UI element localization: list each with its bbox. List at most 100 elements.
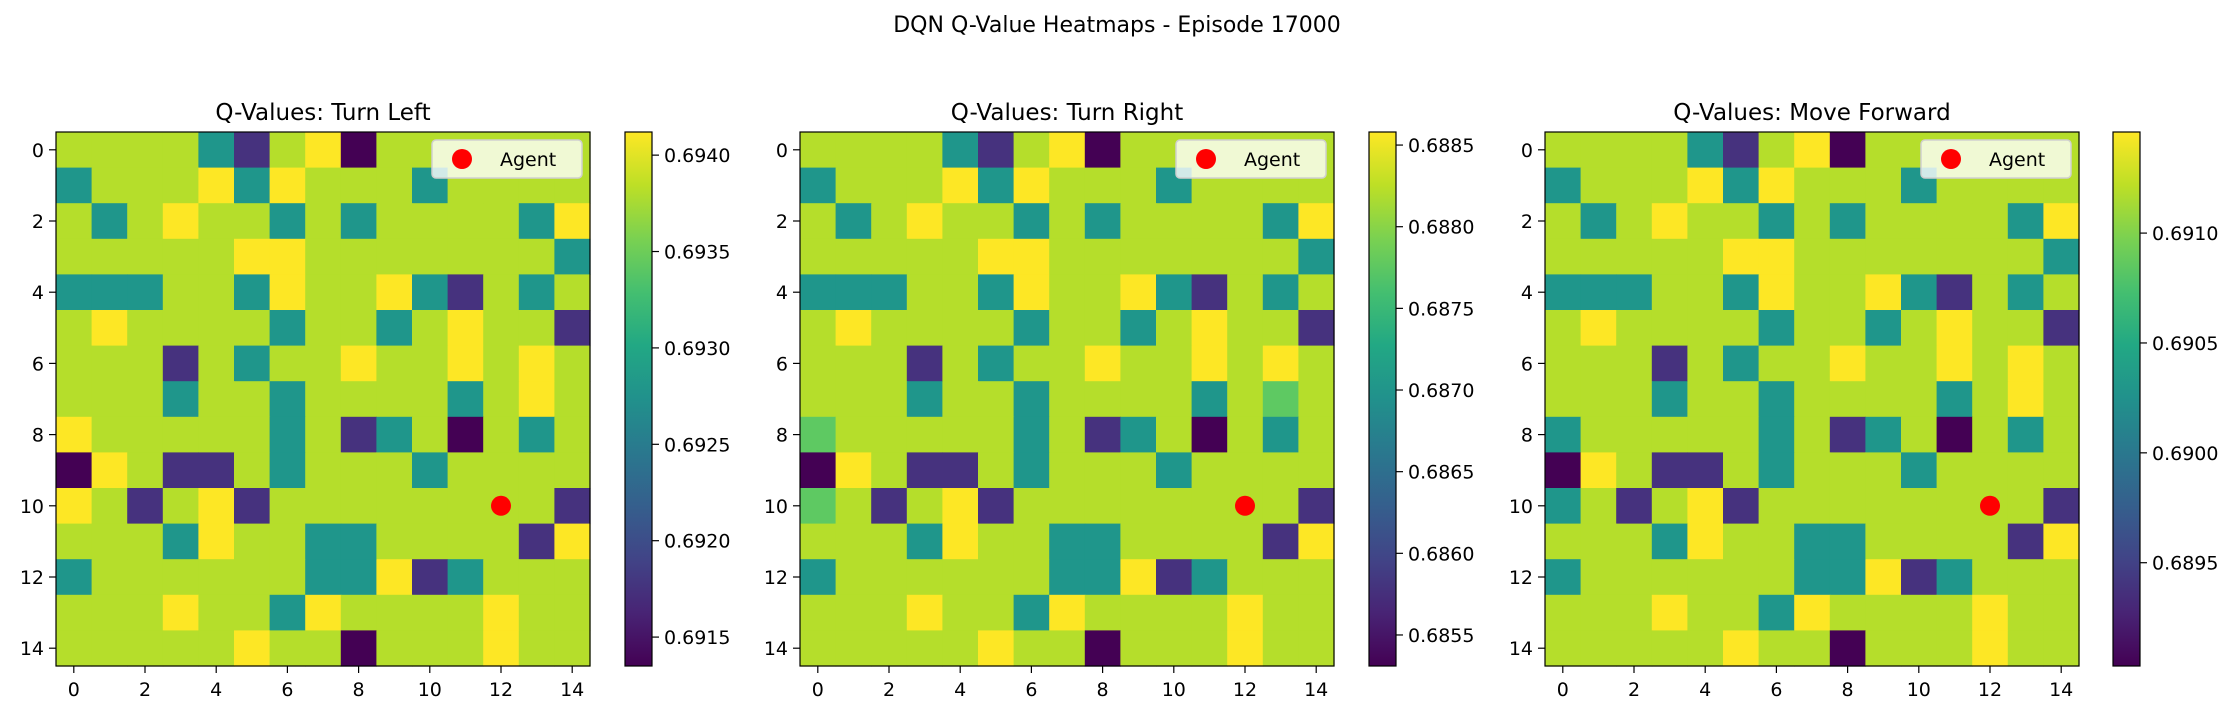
heatmap-cell xyxy=(1084,488,1121,525)
heatmap-cell xyxy=(269,274,306,311)
heatmap-cell xyxy=(518,310,555,347)
heatmap-cell xyxy=(1829,274,1866,311)
heatmap-cell xyxy=(1120,167,1157,204)
heatmap-cell xyxy=(305,345,342,382)
heatmap-cell xyxy=(447,559,484,596)
heatmap-cell xyxy=(269,523,306,560)
heatmap-cell xyxy=(1794,345,1831,382)
heatmap-cell xyxy=(1865,132,1902,169)
heatmap-cell xyxy=(1936,238,1973,275)
heatmap-cell xyxy=(1580,452,1617,489)
heatmap-cell xyxy=(340,594,377,631)
heatmap-cell xyxy=(91,630,128,667)
heatmap-cell xyxy=(1936,559,1973,596)
heatmap-cell xyxy=(871,167,908,204)
heatmap-cell xyxy=(835,274,872,311)
heatmap-cell xyxy=(1120,132,1157,169)
heatmap-cell xyxy=(1972,203,2009,240)
heatmap-cell xyxy=(518,559,555,596)
heatmap-cell xyxy=(871,630,908,667)
y-tick-label: 10 xyxy=(764,496,788,518)
heatmap-cell xyxy=(800,381,837,418)
heatmap-cell xyxy=(1049,452,1086,489)
heatmap-cell xyxy=(1580,132,1617,169)
heatmap-cell xyxy=(2043,452,2080,489)
colorbar-tick-label: 0.6910 xyxy=(2152,223,2218,245)
heatmap-cell xyxy=(554,381,591,418)
heatmap-cell xyxy=(1298,452,1335,489)
heatmap-cell xyxy=(1227,416,1264,453)
heatmap-cell xyxy=(1829,167,1866,204)
heatmap-cell xyxy=(835,452,872,489)
heatmap-cell xyxy=(412,274,449,311)
heatmap-cell xyxy=(2007,381,2044,418)
heatmap-cell xyxy=(1758,310,1795,347)
heatmap-cell xyxy=(835,488,872,525)
colorbar-tick-label: 0.6940 xyxy=(664,145,730,167)
heatmap-cell xyxy=(412,488,449,525)
y-axis-ticks: 0 2 4 6 8 10 12 14 xyxy=(764,140,800,660)
heatmap-cell xyxy=(1616,488,1653,525)
heatmap-cell xyxy=(1901,274,1938,311)
heatmap-cell xyxy=(447,274,484,311)
heatmap-cell xyxy=(2007,488,2044,525)
y-tick-label: 8 xyxy=(32,425,44,447)
heatmap-cell xyxy=(800,345,837,382)
heatmap-cell xyxy=(978,203,1015,240)
heatmap-cell xyxy=(1758,523,1795,560)
heatmap-cell xyxy=(340,523,377,560)
x-tick-label: 14 xyxy=(1304,679,1328,701)
heatmap-cell xyxy=(1758,488,1795,525)
heatmap-cell xyxy=(1120,203,1157,240)
heatmap-cell xyxy=(1262,203,1299,240)
heatmap-cell xyxy=(234,523,271,560)
heatmap-cell xyxy=(1298,381,1335,418)
heatmap-cell xyxy=(412,381,449,418)
heatmap-cell xyxy=(447,345,484,382)
heatmap-cell xyxy=(269,630,306,667)
heatmap-cell xyxy=(1829,523,1866,560)
heatmap-cell xyxy=(1120,416,1157,453)
heatmap-cell xyxy=(198,381,235,418)
heatmap-cell xyxy=(56,523,93,560)
heatmap-cell xyxy=(1049,238,1086,275)
y-tick-label: 12 xyxy=(764,567,788,589)
heatmap-cell xyxy=(269,381,306,418)
y-tick-label: 6 xyxy=(32,353,44,375)
heatmap-cell xyxy=(978,167,1015,204)
heatmap-cell xyxy=(1794,523,1831,560)
heatmap-cell xyxy=(1156,523,1193,560)
heatmap-cell xyxy=(483,203,520,240)
heatmap-cell xyxy=(376,594,413,631)
heatmap-cell xyxy=(1545,132,1582,169)
heatmap-cell xyxy=(2043,523,2080,560)
heatmap-cell xyxy=(56,559,93,596)
heatmap-cell xyxy=(554,274,591,311)
heatmap-cell xyxy=(1901,559,1938,596)
heatmap-cell xyxy=(483,310,520,347)
heatmap-cell xyxy=(554,345,591,382)
heatmap-cell xyxy=(1298,310,1335,347)
colorbar-tick-label: 0.6865 xyxy=(1408,462,1474,484)
heatmap-cell xyxy=(305,452,342,489)
colorbar-tick-label: 0.6880 xyxy=(1408,217,1474,239)
heatmap-cell xyxy=(978,345,1015,382)
heatmap-cell xyxy=(412,559,449,596)
heatmap-cell xyxy=(1972,630,2009,667)
heatmap-cell xyxy=(2043,559,2080,596)
axes-frame xyxy=(799,131,1335,667)
heatmap-cell xyxy=(1794,132,1831,169)
heatmap-cell xyxy=(91,238,128,275)
heatmap-cell xyxy=(162,488,199,525)
heatmap-cell xyxy=(1616,559,1653,596)
heatmap-cell xyxy=(127,630,164,667)
heatmap-cell xyxy=(2043,488,2080,525)
heatmap-cell xyxy=(906,594,943,631)
heatmap-cell xyxy=(554,416,591,453)
heatmap-cell xyxy=(871,238,908,275)
legend-box xyxy=(431,139,583,179)
heatmap-cell xyxy=(906,523,943,560)
heatmap-cell xyxy=(1865,523,1902,560)
colorbar-tick-label: 0.6925 xyxy=(664,434,730,456)
heatmap-cell xyxy=(942,488,979,525)
